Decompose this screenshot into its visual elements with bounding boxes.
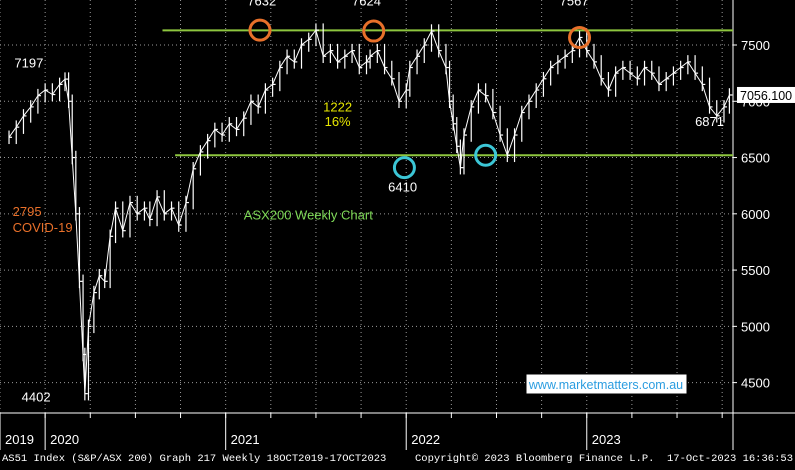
y-tick-label: 6500 [741, 151, 770, 166]
annotation-label: 4402 [22, 390, 51, 405]
annotation-label: 1222 [323, 99, 352, 114]
footer-timestamp: 17-Oct-2023 16:36:53 [667, 453, 793, 465]
footer-bar: AS51 Index (S&P/ASX 200) Graph 217 Weekl… [0, 450, 795, 465]
annotation-label: 7567 [560, 0, 589, 9]
x-tick-label: 2019 [5, 432, 34, 447]
x-tick-label: 2022 [411, 432, 440, 447]
annotation-label: ASX200 Weekly Chart [244, 207, 373, 222]
footer-security: AS51 Index (S&P/ASX 200) Graph 217 Weekl… [2, 453, 386, 465]
x-tick-label: 2020 [50, 432, 79, 447]
watermark[interactable]: www.marketmatters.com.au [525, 373, 688, 395]
annotation-label: 6410 [388, 179, 417, 194]
annotation-label: 7624 [352, 0, 381, 9]
y-tick-label: 5500 [741, 263, 770, 278]
grid-layer [0, 0, 733, 413]
last-value-tag: 7056.100 [737, 86, 795, 103]
footer-copyright: Copyright© 2023 Bloomberg Finance L.P. [415, 453, 654, 465]
annotation-label: COVID-19 [13, 220, 73, 235]
annotation-label: 6871 [695, 114, 724, 129]
bottom-marker-circle [392, 156, 416, 180]
series-layer [8, 23, 733, 401]
y-tick-label: 4500 [741, 376, 770, 391]
axis-layer: 4500500055006000650070007500201920202021… [0, 0, 795, 450]
x-tick-label: 2021 [231, 432, 260, 447]
footer-background [0, 450, 795, 465]
annotation-label: 16% [325, 114, 351, 129]
highlight-layer [248, 18, 592, 180]
top-marker-circle [568, 25, 592, 49]
bottom-marker-circle [474, 143, 498, 167]
price-line [8, 29, 730, 394]
y-tick-label: 6000 [741, 207, 770, 222]
last-value-label: 7056.100 [740, 89, 792, 103]
y-tick-label: 7500 [741, 38, 770, 53]
annotation-label: 7632 [247, 0, 276, 9]
y-tick-label: 5000 [741, 319, 770, 334]
top-marker-circle [362, 19, 386, 43]
watermark-link[interactable]: www.marketmatters.com.au [528, 378, 683, 392]
level-layer [162, 29, 733, 157]
annotation-label: 7197 [14, 56, 43, 71]
x-tick-label: 2023 [592, 432, 621, 447]
top-marker-circle [248, 18, 272, 42]
watermark-box [525, 373, 688, 395]
last-value-box [737, 86, 795, 103]
annotation-label: 2795 [13, 204, 42, 219]
